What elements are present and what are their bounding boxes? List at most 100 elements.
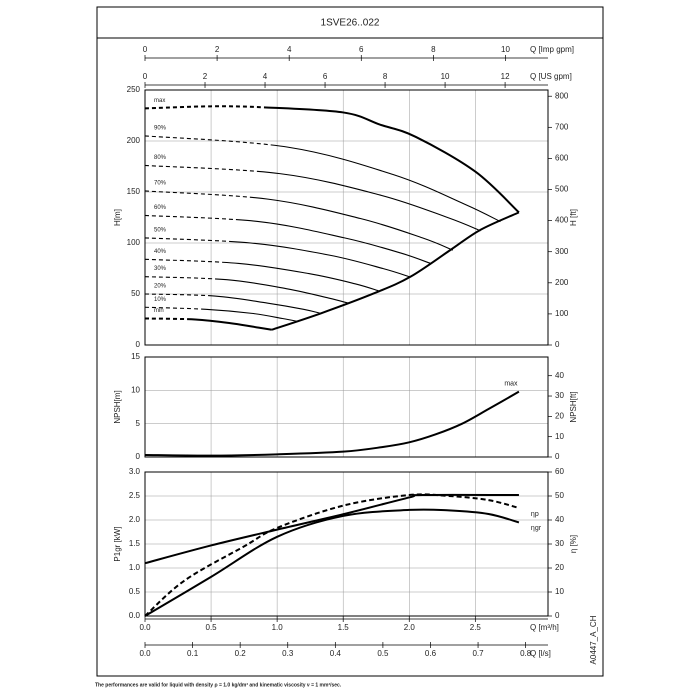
footnote: The performances are valid for liquid wi… bbox=[95, 682, 342, 688]
y2-axis-label: H [ft] bbox=[569, 209, 578, 226]
y2-tick-label: 0 bbox=[555, 340, 560, 349]
curve bbox=[144, 493, 519, 565]
x-tick-label: 0 bbox=[143, 72, 148, 81]
y-tick-label: 5 bbox=[136, 419, 141, 428]
curve bbox=[144, 135, 501, 223]
y-tick-label: 1.5 bbox=[129, 539, 141, 548]
series-label: 60% bbox=[154, 205, 167, 211]
y-tick-label: 150 bbox=[127, 187, 141, 196]
series-label: 40% bbox=[154, 249, 167, 255]
series-label: max bbox=[154, 98, 165, 104]
x-tick-label: 2 bbox=[215, 45, 220, 54]
x-axis-label: Q [m³/h] bbox=[530, 623, 559, 632]
y2-tick-label: 600 bbox=[555, 154, 569, 163]
y-tick-label: 100 bbox=[127, 238, 141, 247]
y2-tick-label: 500 bbox=[555, 185, 569, 194]
x-tick-label: 6 bbox=[359, 45, 364, 54]
y2-tick-label: 300 bbox=[555, 247, 569, 256]
y-tick-label: 15 bbox=[131, 352, 140, 361]
curve bbox=[144, 293, 321, 314]
y-tick-label: 2.0 bbox=[129, 515, 141, 524]
y-tick-label: 200 bbox=[127, 136, 141, 145]
x-tick-label: 4 bbox=[263, 72, 268, 81]
series-label: min bbox=[154, 308, 164, 314]
y2-tick-label: 800 bbox=[555, 91, 569, 100]
x-tick-label: 0.5 bbox=[377, 649, 389, 658]
curve bbox=[144, 306, 299, 323]
x-tick-label: 2.0 bbox=[404, 623, 416, 632]
x-axis-label: Q [US gpm] bbox=[530, 72, 572, 81]
plot-frame bbox=[144, 471, 549, 617]
drawing-code: A0447_A_CH bbox=[589, 615, 598, 664]
series-label: 70% bbox=[154, 181, 167, 187]
x-tick-label: 0.2 bbox=[235, 649, 247, 658]
y-tick-label: 0 bbox=[136, 340, 141, 349]
series-label: 80% bbox=[154, 155, 167, 161]
y-tick-label: 0.5 bbox=[129, 587, 141, 596]
series-label: max bbox=[504, 381, 518, 388]
series-label: ηgr bbox=[531, 525, 542, 532]
curve bbox=[144, 508, 520, 617]
y2-tick-label: 20 bbox=[555, 411, 564, 420]
x-tick-label: 6 bbox=[323, 72, 328, 81]
x-tick-label: 0.3 bbox=[282, 649, 294, 658]
x-tick-label: 0 bbox=[143, 45, 148, 54]
x-tick-label: 0.4 bbox=[330, 649, 342, 658]
y2-axis-label: η [%] bbox=[569, 535, 578, 553]
page-frame bbox=[96, 6, 604, 677]
y-axis-label: P1gr [kW] bbox=[113, 526, 122, 561]
x-tick-label: 1.0 bbox=[272, 623, 284, 632]
x-tick-label: 2.5 bbox=[470, 623, 482, 632]
y2-tick-label: 10 bbox=[555, 587, 564, 596]
y2-tick-label: 30 bbox=[555, 391, 564, 400]
curve bbox=[144, 190, 454, 251]
y-tick-label: 1.0 bbox=[129, 563, 141, 572]
y2-tick-label: 40 bbox=[555, 371, 564, 380]
y-tick-label: 250 bbox=[127, 85, 141, 94]
y2-tick-label: 50 bbox=[555, 491, 564, 500]
curve bbox=[144, 258, 380, 292]
y2-tick-label: 0 bbox=[555, 452, 560, 461]
y2-tick-label: 700 bbox=[555, 122, 569, 131]
x-tick-label: 0.0 bbox=[139, 623, 151, 632]
x-tick-label: 1.5 bbox=[338, 623, 350, 632]
curve bbox=[144, 317, 272, 331]
x-tick-label: 0.8 bbox=[520, 649, 532, 658]
curve bbox=[144, 493, 520, 617]
y2-tick-label: 10 bbox=[555, 432, 564, 441]
y2-tick-label: 20 bbox=[555, 563, 564, 572]
x-tick-label: 10 bbox=[441, 72, 450, 81]
x-axis-label: Q [l/s] bbox=[530, 649, 551, 658]
series-label: ηp bbox=[531, 511, 539, 518]
x-tick-label: 10 bbox=[501, 45, 510, 54]
y-tick-label: 10 bbox=[131, 385, 140, 394]
y2-tick-label: 40 bbox=[555, 515, 564, 524]
y-tick-label: 0 bbox=[136, 452, 141, 461]
x-tick-label: 4 bbox=[287, 45, 292, 54]
plot-frame bbox=[144, 89, 549, 346]
series-label: 50% bbox=[154, 227, 167, 233]
y2-axis-label: NPSH[ft] bbox=[569, 391, 578, 422]
chart-title: 1SVE26..022 bbox=[321, 18, 380, 29]
curve bbox=[144, 164, 481, 232]
series-label: 30% bbox=[154, 266, 167, 272]
y2-tick-label: 400 bbox=[555, 216, 569, 225]
x-axis-label: Q [Imp gpm] bbox=[530, 45, 574, 54]
x-tick-label: 0.6 bbox=[425, 649, 437, 658]
curve bbox=[144, 237, 410, 278]
x-tick-label: 2 bbox=[203, 72, 208, 81]
x-tick-label: 12 bbox=[501, 72, 510, 81]
y-tick-label: 50 bbox=[131, 289, 140, 298]
y2-tick-label: 60 bbox=[555, 467, 564, 476]
series-label: 20% bbox=[154, 284, 167, 290]
series-label: 90% bbox=[154, 125, 167, 131]
y-tick-label: 2.5 bbox=[129, 491, 141, 500]
y2-tick-label: 30 bbox=[555, 539, 564, 548]
x-tick-label: 0.5 bbox=[206, 623, 218, 632]
x-tick-label: 8 bbox=[431, 45, 436, 54]
y-axis-label: NPSH[m] bbox=[113, 390, 122, 423]
x-tick-label: 0.7 bbox=[472, 649, 484, 658]
curve bbox=[271, 211, 520, 331]
y-axis-label: H[m] bbox=[113, 209, 122, 226]
